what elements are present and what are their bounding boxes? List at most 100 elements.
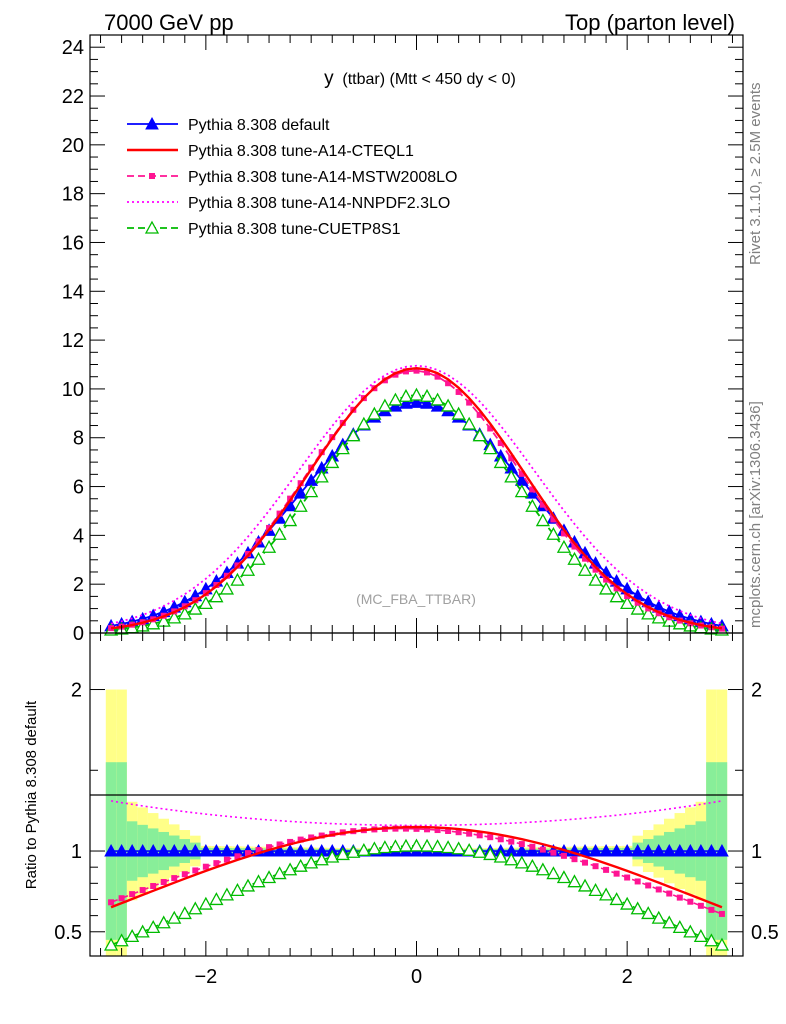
ratio-marker-4 [609, 892, 624, 906]
watermark: (MC_FBA_TTBAR) [356, 591, 476, 607]
series-marker-4 [146, 616, 161, 630]
ratio-marker-2 [466, 830, 473, 837]
ratio-marker-4 [451, 841, 466, 855]
ratio-marker-2 [150, 883, 157, 890]
ratio-marker-4 [462, 842, 477, 856]
series-marker-2 [497, 440, 504, 447]
ratio-marker-2 [687, 898, 694, 905]
series-marker-4 [209, 589, 224, 603]
ratio-marker-4 [620, 896, 635, 910]
x-tick-label: 2 [622, 966, 633, 988]
ratio-marker-4 [335, 847, 350, 861]
series-marker-4 [346, 428, 361, 442]
legend-label-0: Pythia 8.308 default [188, 117, 330, 134]
legend-marker-4 [144, 220, 160, 234]
ratio-marker-4 [103, 937, 119, 951]
series-marker-2 [487, 425, 494, 432]
ratio-marker-2 [666, 890, 673, 897]
ratio-marker-4 [714, 937, 730, 951]
series-marker-4 [251, 551, 266, 565]
series-marker-4 [261, 539, 277, 553]
series-marker-4 [304, 484, 319, 498]
ratio-marker-4 [598, 887, 614, 901]
series-marker-4 [409, 387, 424, 401]
ratio-y-tick-label-left: 0.5 [54, 922, 82, 944]
ratio-marker-4 [483, 847, 498, 861]
series-marker-4 [504, 469, 519, 483]
ratio-marker-4 [662, 915, 677, 929]
ratio-marker-0 [651, 843, 666, 857]
series-marker-2 [560, 530, 567, 537]
series-marker-4 [219, 581, 235, 595]
ratio-marker-4 [672, 920, 687, 934]
series-marker-4 [577, 562, 593, 576]
ratio-marker-2 [624, 874, 631, 881]
series-marker-4 [620, 595, 635, 609]
series-marker-4 [525, 498, 540, 512]
ratio-marker-4 [525, 858, 540, 872]
ratio-marker-4 [261, 870, 277, 884]
main-curves [103, 364, 730, 636]
ratio-marker-4 [114, 933, 129, 947]
ratio-marker-0 [630, 843, 645, 857]
ratio-marker-4 [504, 852, 519, 866]
ratio-marker-2 [613, 870, 620, 877]
ratio-marker-4 [146, 920, 161, 934]
series-marker-4 [462, 416, 477, 430]
energy-label: 7000 GeV pp [104, 10, 234, 35]
ratio-marker-2 [518, 841, 525, 848]
ratio-marker-4 [514, 855, 529, 869]
y-tick-label: 12 [62, 330, 84, 352]
ratio-marker-4 [125, 929, 140, 943]
series-marker-4 [535, 513, 550, 527]
ratio-curves [103, 800, 730, 951]
series-marker-2 [466, 399, 473, 406]
rivet-label: Rivet 3.1.10, ≥ 2.5M events [747, 83, 764, 266]
series-marker-2 [634, 599, 641, 606]
x-tick-label: 0 [411, 966, 422, 988]
series-marker-4 [630, 601, 645, 615]
series-marker-2 [424, 369, 431, 376]
ratio-marker-4 [293, 858, 308, 872]
series-marker-4 [335, 441, 350, 455]
series-marker-4 [483, 441, 498, 455]
legend-marker-2 [149, 173, 155, 179]
series-marker-4 [167, 610, 182, 624]
ratio-marker-0 [641, 843, 656, 857]
series-marker-4 [398, 388, 414, 402]
series-marker-2 [434, 373, 441, 380]
ratio-marker-2 [160, 879, 167, 886]
ratio-marker-4 [535, 862, 550, 876]
ratio-marker-0 [672, 843, 687, 857]
ratio-marker-4 [314, 852, 329, 866]
ratio-line-3 [110, 800, 723, 827]
series-marker-4 [514, 484, 529, 498]
ratio-marker-2 [318, 832, 325, 839]
ratio-marker-2 [445, 828, 452, 835]
series-marker-4 [367, 406, 382, 420]
ratio-marker-4 [493, 849, 508, 863]
series-marker-2 [603, 576, 610, 583]
ratio-marker-0 [177, 843, 192, 857]
series-marker-4 [546, 526, 561, 540]
ratio-line-1 [110, 825, 723, 909]
ratio-marker-4 [546, 866, 561, 880]
ratio-marker-2 [287, 838, 294, 845]
ratio-marker-4 [651, 910, 666, 924]
ratio-marker-0 [104, 843, 118, 857]
ratio-marker-0 [704, 843, 719, 857]
series-marker-4 [283, 513, 298, 527]
y-tick-label: 8 [73, 428, 84, 450]
ratio-marker-0 [588, 843, 603, 857]
ratio-marker-4 [230, 883, 245, 897]
series-marker-2 [508, 455, 515, 462]
series-marker-4 [556, 539, 572, 553]
series-marker-2 [613, 585, 620, 592]
ratio-marker-4 [251, 874, 266, 888]
ratio-marker-2 [129, 891, 136, 898]
ratio-marker-2 [697, 902, 704, 909]
series-marker-4 [188, 601, 203, 615]
series-marker-4 [609, 589, 624, 603]
